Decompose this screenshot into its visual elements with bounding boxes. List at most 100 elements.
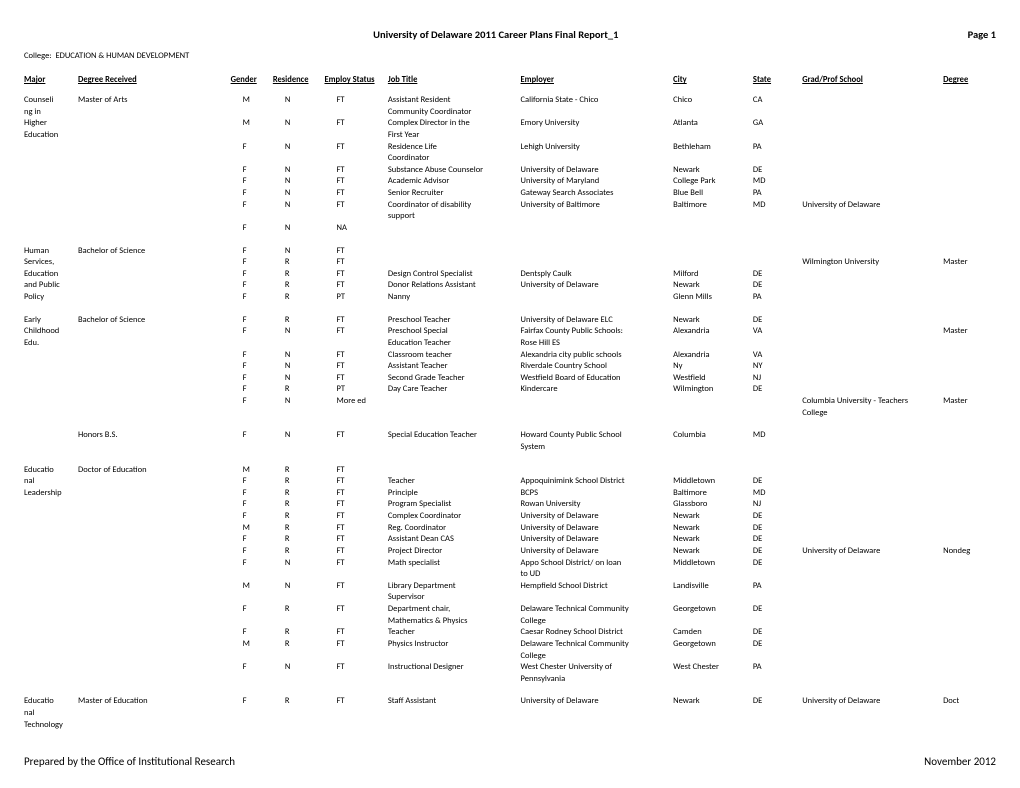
cell-gdeg [943, 165, 996, 177]
cell-employ [324, 616, 387, 628]
cell-major: nal [24, 708, 78, 720]
cell-city: Columbia [673, 430, 753, 442]
cell-grad [802, 720, 943, 732]
cell-employer [521, 592, 674, 604]
cell-grad [802, 107, 943, 119]
cell-job: Complex Director in the [388, 118, 521, 130]
cell-state [753, 720, 802, 732]
cell-gender: F [231, 257, 273, 269]
cell-residence [273, 592, 325, 604]
cell-grad [802, 153, 943, 165]
cell-gender [231, 708, 273, 720]
cell-major: nal [24, 476, 78, 488]
cell-gdeg [943, 142, 996, 154]
cell-residence: R [273, 292, 325, 304]
cell-degree [78, 176, 231, 188]
cell-residence [273, 107, 325, 119]
cell-gender: F [231, 476, 273, 488]
cell-job: Coordinator of disability [388, 200, 521, 212]
cell-grad [802, 662, 943, 674]
cell-city: Newark [673, 280, 753, 292]
cell-degree [78, 373, 231, 385]
cell-job: Assistant Dean CAS [388, 534, 521, 546]
cell-state: VA [753, 350, 802, 362]
cell-major: Human [24, 246, 78, 258]
cell-employ: FT [324, 142, 387, 154]
table-row: Supervisor [24, 592, 996, 604]
cell-gdeg [943, 384, 996, 396]
cell-residence: N [273, 581, 325, 593]
cell-gender [231, 442, 273, 454]
table-row: FNFTAcademic AdvisorUniversity of Maryla… [24, 176, 996, 188]
cell-city: Glassboro [673, 499, 753, 511]
cell-major [24, 558, 78, 570]
table-row: to UD [24, 569, 996, 581]
cell-employer [521, 408, 674, 420]
cell-residence: R [273, 280, 325, 292]
cell-employ: FT [324, 546, 387, 558]
cell-state: DE [753, 315, 802, 327]
cell-job: Mathematics & Physics [388, 616, 521, 628]
cell-employer: Fairfax County Public Schools: [521, 326, 674, 338]
cell-gdeg [943, 569, 996, 581]
cell-degree [78, 408, 231, 420]
cell-grad [802, 430, 943, 442]
cell-city [673, 465, 753, 477]
cell-grad [802, 604, 943, 616]
table-row: EducationFRFTDesign Control SpecialistDe… [24, 269, 996, 281]
cell-gdeg [943, 465, 996, 477]
cell-degree [78, 188, 231, 200]
cell-degree [78, 558, 231, 570]
cell-state: DE [753, 696, 802, 708]
cell-residence [273, 153, 325, 165]
cell-residence [273, 651, 325, 663]
table-row: support [24, 211, 996, 223]
cell-employ: FT [324, 257, 387, 269]
cell-grad [802, 130, 943, 142]
cell-employer [521, 246, 674, 258]
cell-city: Newark [673, 165, 753, 177]
cell-residence: R [273, 499, 325, 511]
col-residence: Residence [273, 75, 325, 95]
cell-employer: University of Delaware [521, 696, 674, 708]
cell-major: Education [24, 269, 78, 281]
cell-employer: College [521, 616, 674, 628]
cell-residence [273, 408, 325, 420]
cell-degree [78, 476, 231, 488]
cell-state [753, 130, 802, 142]
table-row: Coordinator [24, 153, 996, 165]
cell-job: First Year [388, 130, 521, 142]
table-row: College [24, 408, 996, 420]
cell-grad [802, 616, 943, 628]
cell-employer: University of Delaware [521, 546, 674, 558]
cell-gdeg: Master [943, 396, 996, 408]
cell-employer: Hempfield School District [521, 581, 674, 593]
table-row: FRFTAssistant Dean CASUniversity of Dela… [24, 534, 996, 546]
cell-major [24, 499, 78, 511]
cell-gdeg: Master [943, 326, 996, 338]
cell-employ: FT [324, 604, 387, 616]
cell-city [673, 616, 753, 628]
cell-degree [78, 511, 231, 523]
cell-city [673, 651, 753, 663]
cell-gdeg [943, 592, 996, 604]
cell-gender: F [231, 280, 273, 292]
cell-job: Preschool Teacher [388, 315, 521, 327]
cell-city [673, 223, 753, 235]
table-row: Mathematics & PhysicsCollege [24, 616, 996, 628]
cell-gender [231, 616, 273, 628]
cell-employ [324, 708, 387, 720]
cell-degree [78, 118, 231, 130]
cell-grad [802, 627, 943, 639]
table-row: FRFTProject DirectorUniversity of Delawa… [24, 546, 996, 558]
cell-employer: College [521, 651, 674, 663]
cell-residence [273, 674, 325, 686]
cell-grad [802, 350, 943, 362]
cell-degree: Honors B.S. [78, 430, 231, 442]
cell-gender: F [231, 246, 273, 258]
cell-employ: FT [324, 315, 387, 327]
table-row: FNFTSenior RecruiterGateway Search Assoc… [24, 188, 996, 200]
cell-grad [802, 384, 943, 396]
cell-employer [521, 465, 674, 477]
cell-major: Educatio [24, 465, 78, 477]
